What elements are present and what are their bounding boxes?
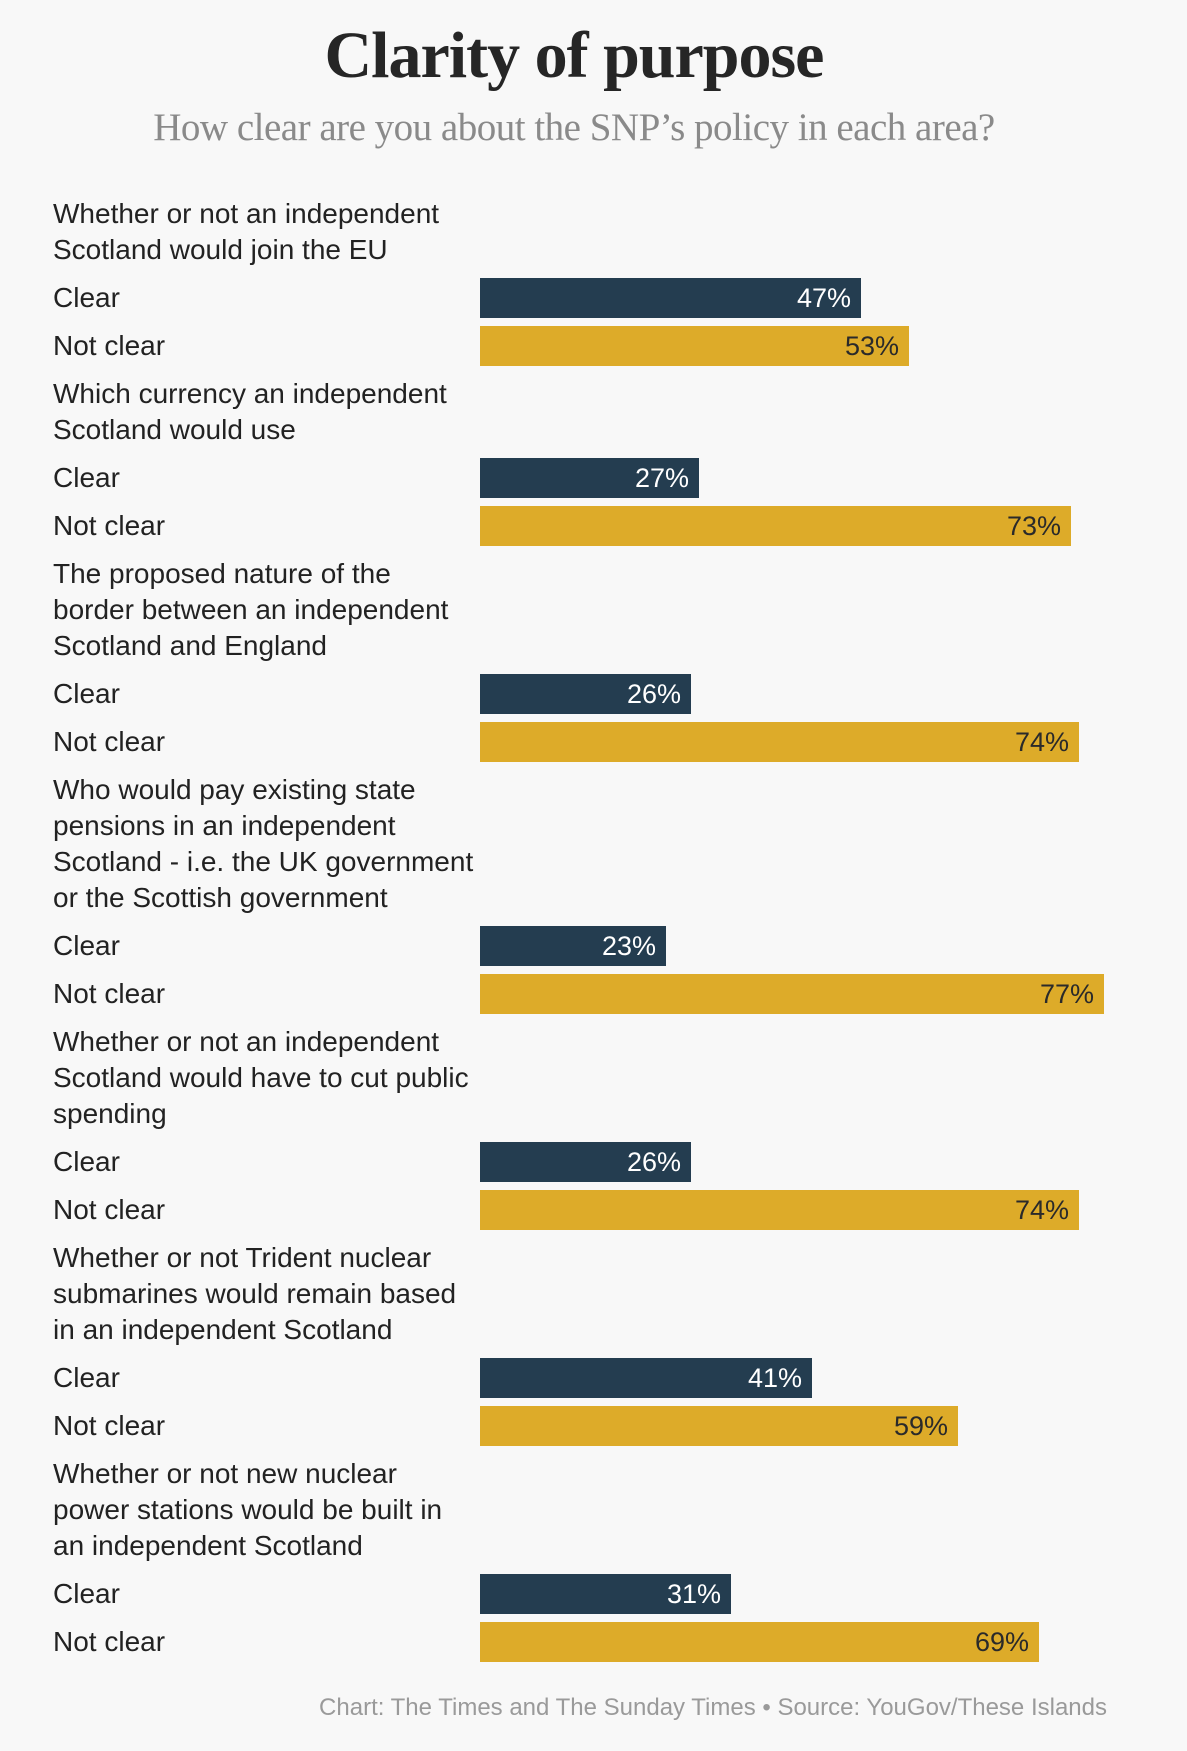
question-line: Scotland would use (53, 414, 296, 445)
question-line: border between an independent (53, 594, 449, 625)
question-line: Scotland - i.e. the UK government (53, 846, 474, 877)
not-clear-label: Not clear (53, 330, 166, 361)
not-clear-label: Not clear (53, 1626, 166, 1657)
chart-title: Clarity of purpose (324, 19, 825, 92)
question-label: Who would pay existing state pensions in … (53, 772, 483, 916)
clear-bar: 27% (480, 458, 699, 498)
data-label: 53% (844, 331, 899, 361)
chart-credit: Chart: The Times and The Sunday Times • … (319, 1694, 1107, 1721)
data-label: 77% (1039, 979, 1094, 1009)
data-label: 26% (626, 679, 681, 709)
data-label: 27% (634, 463, 689, 493)
data-label: 47% (796, 283, 851, 313)
clear-label: Clear (53, 1362, 120, 1393)
question-line: Scotland and England (53, 630, 327, 661)
data-label: 74% (1014, 1195, 1069, 1225)
question-line: an independent Scotland (53, 1530, 363, 1561)
question-line: The proposed nature of the (53, 558, 391, 589)
question-line: Scotland would join the EU (53, 234, 388, 265)
question-label: Whether or not an independent Scotland wo… (53, 196, 483, 268)
data-label: 74% (1014, 727, 1069, 757)
question-line: Whether or not an independent (53, 1026, 440, 1057)
not-clear-bar: 59% (480, 1406, 958, 1446)
question-line: Who would pay existing state (53, 774, 416, 805)
not-clear-bar: 74% (480, 1190, 1079, 1230)
not-clear-bar: 74% (480, 722, 1079, 762)
question-label: Which currency an independent Scotland wo… (53, 376, 483, 448)
clear-label: Clear (53, 282, 120, 313)
clear-label: Clear (53, 930, 120, 961)
data-label: 26% (626, 1147, 681, 1177)
not-clear-label: Not clear (53, 1194, 166, 1225)
chart-subtitle: How clear are you about the SNP’s policy… (153, 106, 995, 149)
question-line: submarines would remain based (53, 1278, 457, 1309)
not-clear-label: Not clear (53, 510, 166, 541)
question-label: Whether or not an independent Scotland wo… (53, 1024, 483, 1132)
question-line: Scotland would have to cut public (53, 1062, 469, 1093)
clear-label: Clear (53, 1146, 120, 1177)
clear-label: Clear (53, 462, 120, 493)
question-line: in an independent Scotland (53, 1314, 393, 1345)
not-clear-bar: 69% (480, 1622, 1039, 1662)
data-label: 59% (893, 1411, 948, 1441)
question-label: The proposed nature of the border between… (53, 556, 483, 664)
data-label: 31% (666, 1579, 721, 1609)
question-line: Whether or not an independent (53, 198, 440, 229)
not-clear-bar: 53% (480, 326, 909, 366)
question-line: Whether or not new nuclear (53, 1458, 397, 1489)
data-label: 69% (974, 1627, 1029, 1657)
not-clear-bar: 73% (480, 506, 1071, 546)
not-clear-label: Not clear (53, 726, 166, 757)
not-clear-label: Not clear (53, 978, 166, 1009)
clear-bar: 47% (480, 278, 861, 318)
clear-label: Clear (53, 1578, 120, 1609)
clear-bar: 31% (480, 1574, 731, 1614)
question-label: Whether or not Trident nuclear submarines… (53, 1240, 483, 1348)
clear-bar: 26% (480, 1142, 691, 1182)
question-line: Which currency an independent (53, 378, 447, 409)
question-label: Whether or not new nuclear power stations… (53, 1456, 483, 1564)
data-label: 23% (601, 931, 656, 961)
clear-bar: 23% (480, 926, 666, 966)
question-line: spending (53, 1098, 167, 1129)
clear-bar: 26% (480, 674, 691, 714)
not-clear-label: Not clear (53, 1410, 166, 1441)
data-label: 41% (747, 1363, 802, 1393)
clear-label: Clear (53, 678, 120, 709)
data-label: 73% (1006, 511, 1061, 541)
question-line: or the Scottish government (53, 882, 388, 913)
clear-bar: 41% (480, 1358, 812, 1398)
question-line: pensions in an independent (53, 810, 396, 841)
question-line: power stations would be built in (53, 1494, 443, 1525)
question-line: Whether or not Trident nuclear (53, 1242, 432, 1273)
not-clear-bar: 77% (480, 974, 1104, 1014)
